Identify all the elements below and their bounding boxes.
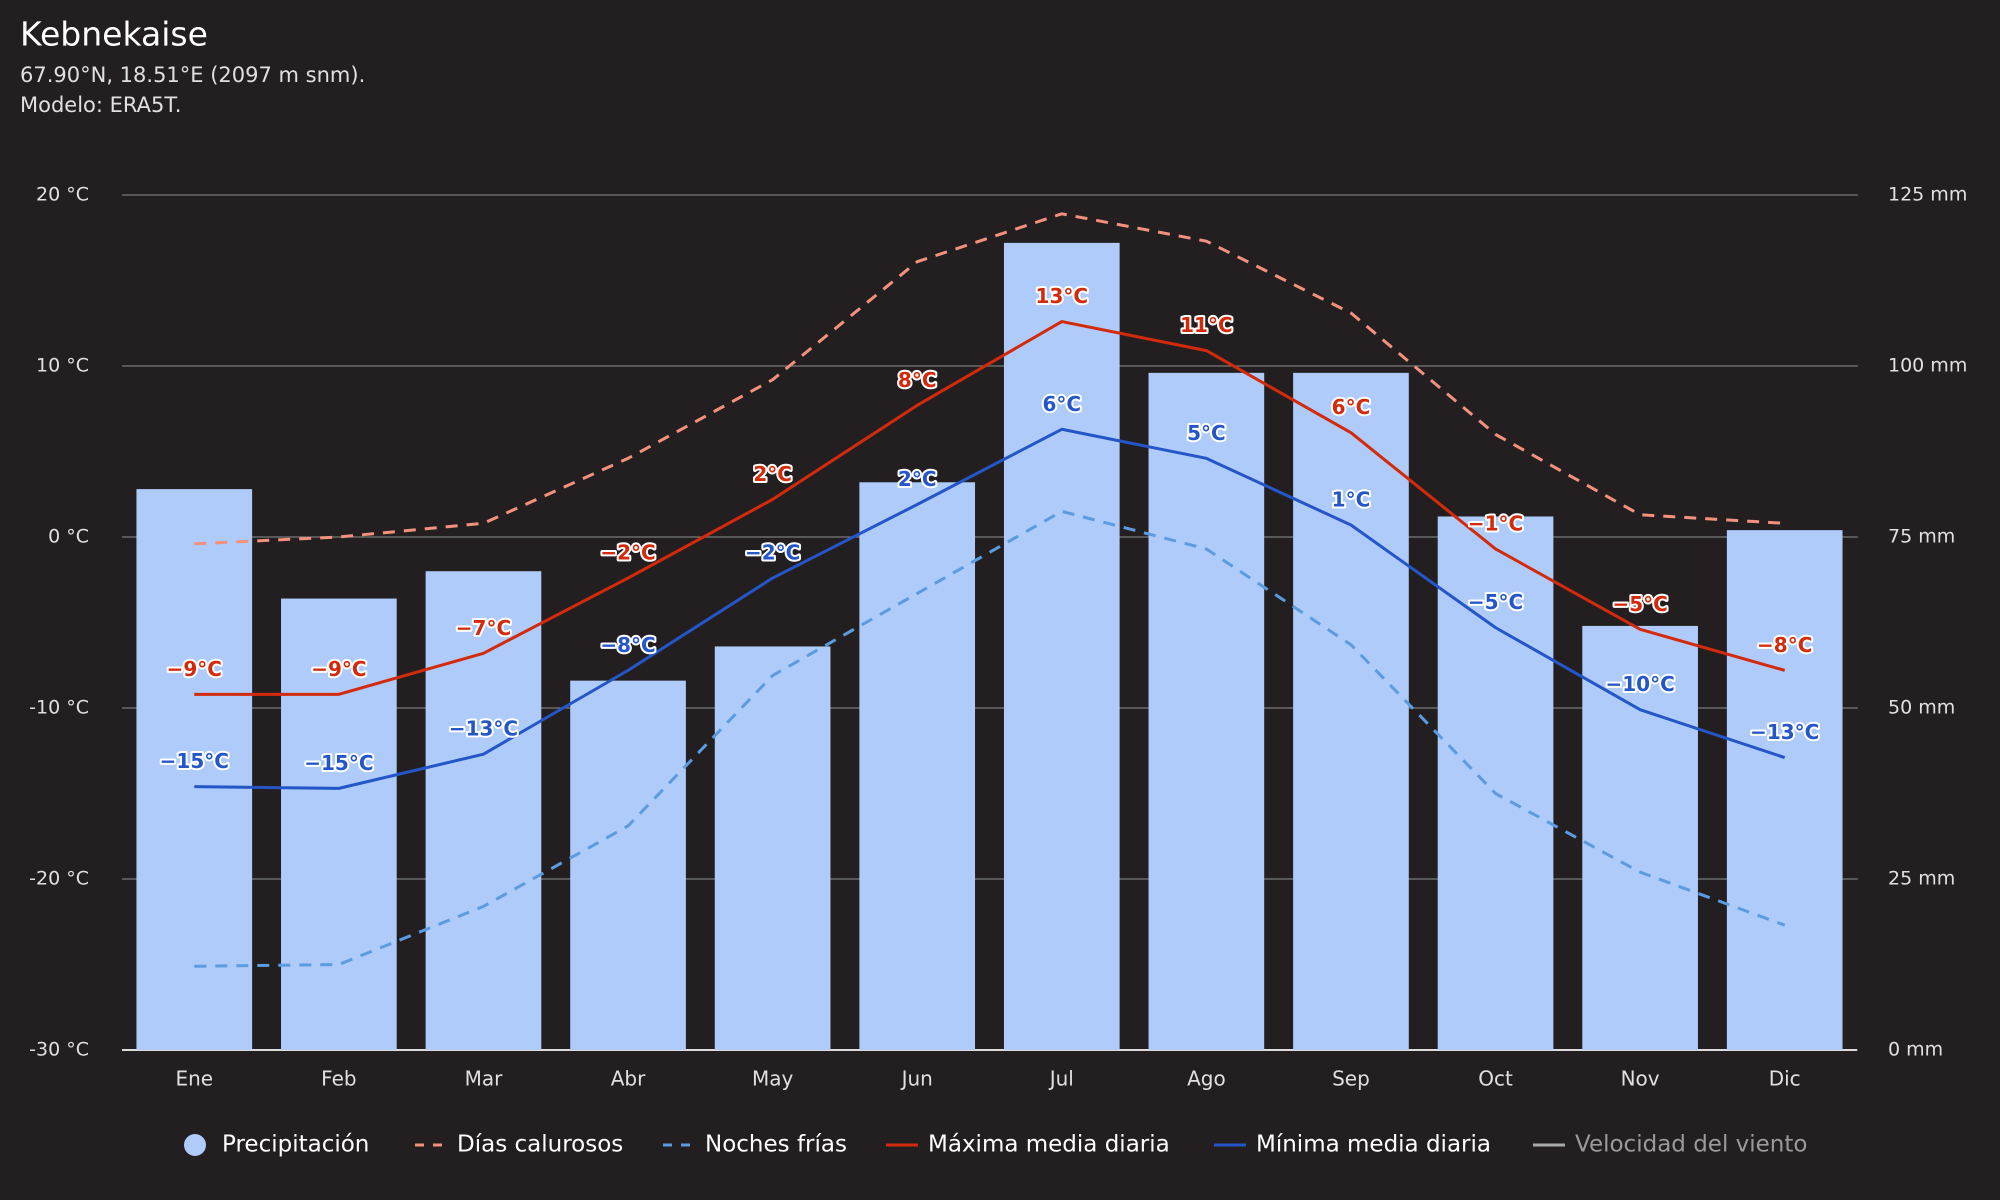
legend-label: Días calurosos (457, 1132, 623, 1158)
data-label: −8°C (1757, 633, 1812, 657)
data-label: −5°C (1612, 592, 1667, 616)
data-label: −2°C (745, 541, 800, 565)
data-label: 5°C (1187, 421, 1226, 445)
data-label: −13°C (1750, 720, 1819, 744)
bar (1293, 372, 1409, 1051)
y-tick-label: 0 °C (48, 526, 89, 548)
y-tick-label: 10 °C (36, 355, 89, 377)
chart-subtitle: 67.90°N, 18.51°E (2097 m snm). (20, 63, 365, 87)
bar (1582, 625, 1698, 1050)
data-label: −9°C (167, 657, 222, 681)
y2-tick-label: 25 mm (1888, 868, 1955, 890)
chart-title: Kebnekaise (20, 15, 208, 54)
y2-tick-label: 125 mm (1888, 184, 1967, 206)
data-label: −10°C (1605, 672, 1674, 696)
bar (1726, 530, 1843, 1050)
bar (281, 598, 397, 1050)
y-tick-label: -20 °C (29, 868, 89, 890)
line (194, 427, 1786, 790)
data-label: 6°C (1042, 392, 1081, 416)
legend-label: Mínima media diaria (1256, 1132, 1491, 1158)
data-label: 6°C (1332, 395, 1371, 419)
data-label: −15°C (160, 749, 229, 773)
data-label: −2°C (600, 541, 655, 565)
legend-swatch (184, 1134, 206, 1156)
y2-tick-label: 50 mm (1888, 697, 1955, 719)
y-tick-label: -10 °C (29, 697, 89, 719)
data-label: −8°C (600, 633, 655, 657)
x-tick-label: Jun (900, 1067, 933, 1091)
data-label: −5°C (1468, 590, 1523, 614)
bar (136, 489, 253, 1050)
y2-tick-label: 75 mm (1888, 526, 1955, 548)
data-label: −1°C (1468, 511, 1523, 535)
data-label: −15°C (304, 751, 373, 775)
bar (425, 571, 542, 1050)
legend-label: Máxima media diaria (928, 1132, 1170, 1158)
legend-label: Noches frías (705, 1132, 847, 1158)
x-tick-label: Ene (175, 1067, 213, 1091)
x-tick-label: Mar (465, 1067, 504, 1091)
y2-tick-label: 0 mm (1888, 1039, 1943, 1061)
bar (1437, 516, 1554, 1050)
x-tick-label: Oct (1478, 1067, 1513, 1091)
bar (859, 482, 976, 1050)
data-label: 13°C (1036, 284, 1089, 308)
chart-subtitle: Modelo: ERA5T. (20, 93, 181, 117)
data-label: −7°C (456, 616, 511, 640)
y-tick-label: -30 °C (29, 1039, 89, 1061)
x-tick-label: Ago (1187, 1067, 1226, 1091)
data-label: −9°C (311, 657, 366, 681)
y-tick-label: 20 °C (36, 184, 89, 206)
data-label: 11°C (1180, 313, 1233, 337)
y2-tick-label: 100 mm (1888, 355, 1967, 377)
x-tick-label: Feb (321, 1067, 356, 1091)
x-tick-label: May (752, 1067, 794, 1091)
bar (1003, 242, 1120, 1050)
line (194, 212, 1785, 546)
line (194, 320, 1786, 696)
data-label: −13°C (449, 717, 518, 741)
x-tick-label: Abr (611, 1067, 646, 1091)
data-label: 2°C (898, 467, 937, 491)
data-label: 8°C (898, 368, 937, 392)
bar (1148, 372, 1265, 1051)
legend-label: Precipitación (222, 1132, 369, 1158)
legend-label: Velocidad del viento (1575, 1132, 1807, 1158)
x-tick-label: Dic (1769, 1067, 1801, 1091)
x-tick-label: Sep (1332, 1067, 1370, 1091)
bar (570, 680, 686, 1050)
bar (714, 646, 831, 1050)
data-label: 2°C (753, 462, 792, 486)
data-label: 1°C (1332, 488, 1371, 512)
line (194, 509, 1786, 968)
x-tick-label: Jul (1048, 1067, 1074, 1091)
x-tick-label: Nov (1621, 1067, 1660, 1091)
